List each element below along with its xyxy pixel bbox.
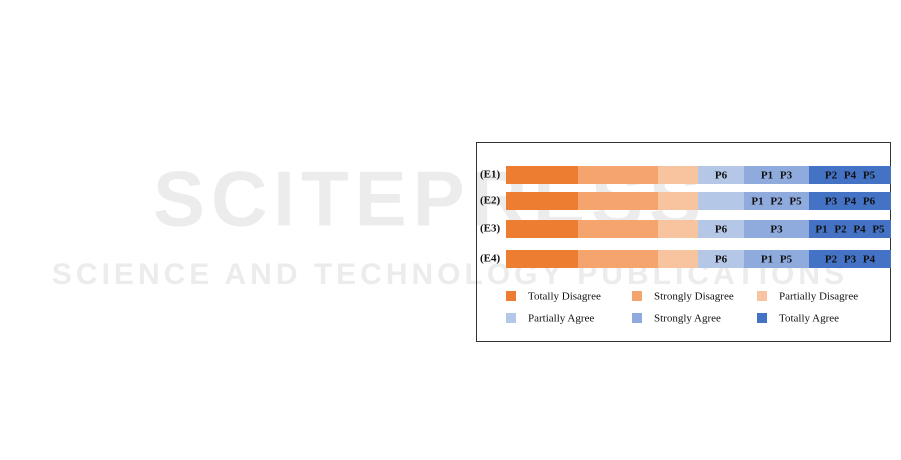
legend-label: Partially Agree <box>528 313 594 325</box>
segment-label: P1 P3 <box>761 170 793 182</box>
bar-segment <box>658 220 698 238</box>
bar-segment <box>744 220 809 238</box>
figure-frame <box>476 142 891 342</box>
segment-label: P2 P4 P5 <box>825 170 876 182</box>
row-label: (E4) <box>480 253 501 265</box>
segment-label: P1 P2 P5 <box>751 196 802 208</box>
row-label: (E3) <box>480 223 501 235</box>
bar-segment <box>809 166 891 184</box>
bar-segment <box>698 192 744 210</box>
bar-segment <box>506 220 578 238</box>
bar-segment <box>698 250 744 268</box>
legend-label: Strongly Agree <box>654 313 721 325</box>
bar-segment <box>809 220 891 238</box>
segment-label: P3 P4 P6 <box>825 196 876 208</box>
legend-swatch <box>757 291 767 301</box>
bar-segment <box>506 250 578 268</box>
legend-swatch <box>506 291 516 301</box>
row-label: (E2) <box>480 195 501 207</box>
bar-segment <box>658 166 698 184</box>
bar-segment <box>809 250 891 268</box>
bar-segment <box>506 166 578 184</box>
bar-segment <box>698 166 744 184</box>
legend-label: Partially Disagree <box>779 291 858 303</box>
row-label: (E1) <box>480 169 501 181</box>
bar-segment <box>578 220 658 238</box>
bar-segment <box>658 250 698 268</box>
bar-segment <box>578 192 658 210</box>
segment-label: P1 P2 P4 P5 <box>815 224 885 236</box>
segment-label: P2 P3 P4 <box>825 254 876 266</box>
bar-segment <box>658 192 698 210</box>
bar-segment <box>578 250 658 268</box>
segment-label: P6 <box>715 224 728 236</box>
segment-label: P6 <box>715 254 728 266</box>
bar-segment <box>809 192 891 210</box>
bar-segment <box>578 166 658 184</box>
bar-segment <box>744 166 809 184</box>
bar-segment <box>506 192 578 210</box>
bar-segment <box>744 192 809 210</box>
legend-label: Totally Disagree <box>528 291 601 303</box>
legend-swatch <box>757 313 767 323</box>
segment-label: P1 P5 <box>761 254 793 266</box>
legend-swatch <box>632 291 642 301</box>
segment-label: P3 <box>770 224 783 236</box>
bar-segment <box>698 220 744 238</box>
legend-swatch <box>632 313 642 323</box>
segment-label: P6 <box>715 170 728 182</box>
bar-segment <box>744 250 809 268</box>
legend-label: Totally Agree <box>779 313 839 325</box>
legend-label: Strongly Disagree <box>654 291 734 303</box>
legend-swatch <box>506 313 516 323</box>
